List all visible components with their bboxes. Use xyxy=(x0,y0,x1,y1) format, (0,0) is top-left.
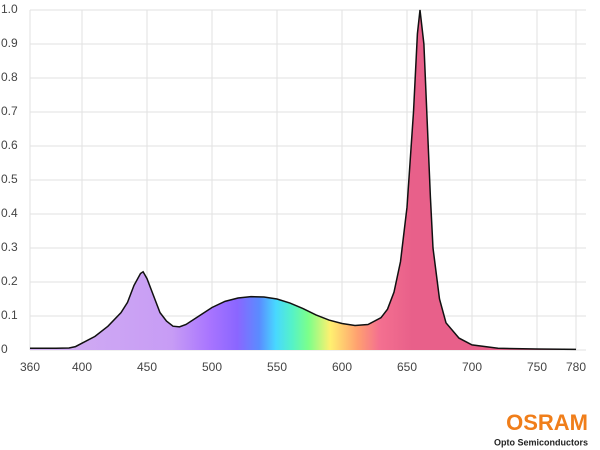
logo-name: OSRAM xyxy=(506,410,588,435)
y-tick-label: 0.1 xyxy=(1,308,18,322)
y-tick-label: 0 xyxy=(1,342,8,356)
y-tick-label: 1.0 xyxy=(1,2,18,16)
y-tick-label: 0.2 xyxy=(1,274,18,288)
grid: 0 0.1 0.2 0.3 0.4 0.5 0.6 0.7 0.8 0.9 1.0 360 400 450… xyxy=(1,2,586,374)
logo-tagline: Opto Semiconductors xyxy=(494,437,588,447)
x-tick-label: 650 xyxy=(397,360,417,374)
y-tick-label: 0.6 xyxy=(1,138,18,152)
x-tick-label: 780 xyxy=(566,360,586,374)
x-tick-label: 450 xyxy=(137,360,157,374)
plot xyxy=(30,9,577,351)
y-tick-label: 0.5 xyxy=(1,172,18,186)
x-tick-label: 500 xyxy=(202,360,222,374)
y-tick-label: 0.4 xyxy=(1,206,18,220)
y-tick-label: 0.7 xyxy=(1,104,18,118)
x-tick-label: 550 xyxy=(267,360,287,374)
x-tick-label: 400 xyxy=(72,360,92,374)
x-tick-label: 750 xyxy=(527,360,547,374)
x-tick-label: 600 xyxy=(332,360,352,374)
y-tick-label: 0.9 xyxy=(1,36,18,50)
x-tick-label: 700 xyxy=(462,360,482,374)
y-tick-label: 0.3 xyxy=(1,240,18,254)
x-tick-label: 360 xyxy=(20,360,40,374)
y-tick-label: 0.8 xyxy=(1,70,18,84)
line xyxy=(30,9,577,351)
